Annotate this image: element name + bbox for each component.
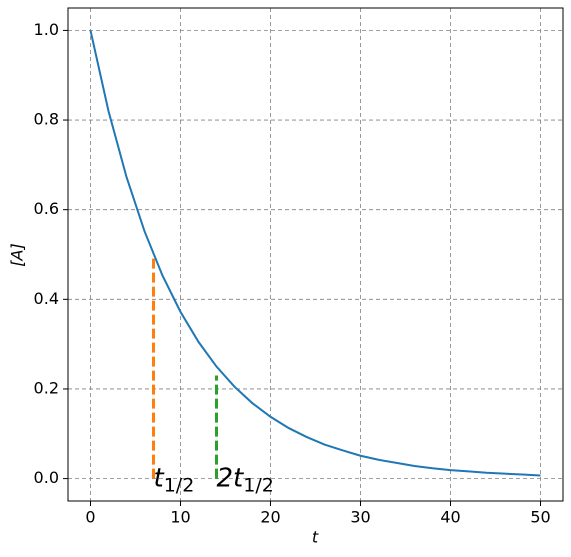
plot-frame — [67, 7, 564, 502]
annotation-text: 2t — [217, 463, 245, 493]
x-tick-label: 20 — [260, 508, 280, 527]
y-tick-label: 0.0 — [34, 468, 59, 487]
x-tick-label: 40 — [440, 508, 460, 527]
x-tick-label: 10 — [170, 508, 190, 527]
x-tick-label: 0 — [85, 508, 95, 527]
y-tick-label: 1.0 — [34, 20, 59, 39]
annotation: t1/2 — [154, 463, 195, 496]
y-tick-label: 0.2 — [34, 378, 59, 397]
annotation-subscript: 1/2 — [164, 474, 195, 496]
annotation-text: t — [154, 463, 165, 493]
y-tick-label: 0.8 — [34, 110, 59, 129]
annotation-subscript: 1/2 — [243, 474, 274, 496]
x-tick-label: 30 — [350, 508, 370, 527]
x-tick-label: 50 — [530, 508, 550, 527]
annotation: 2t1/2 — [217, 463, 274, 496]
y-tick-label: 0.6 — [34, 199, 59, 218]
y-axis-label: [A] — [8, 243, 27, 266]
data-line — [89, 30, 541, 477]
y-tick-label: 0.4 — [34, 289, 59, 308]
x-axis-label: t — [312, 528, 319, 547]
